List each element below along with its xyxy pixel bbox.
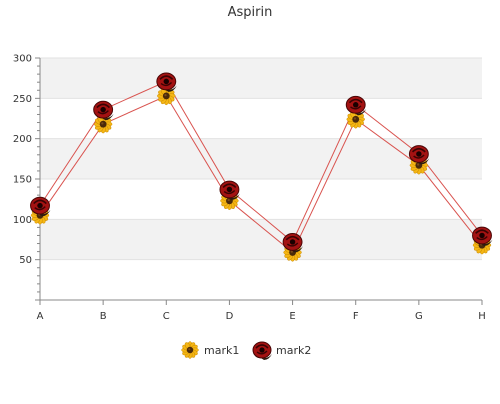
legend-label-mark2: mark2 [276,344,311,357]
x-tick-label: D [226,311,234,322]
grid-band [40,219,482,260]
point-mark2-D [219,180,240,200]
point-mark2-E [282,233,304,253]
point-mark1-C [157,86,176,106]
legend-label-mark1: mark1 [204,344,239,357]
series-line-mark2 [39,80,483,243]
legend: mark1 mark2 [181,341,311,360]
gridlines [40,57,482,261]
y-tick-label: 50 [19,255,32,266]
point-mark2-C [156,72,177,92]
point-mark1-F [346,110,365,129]
legend-rose-icon [252,341,272,360]
x-tick-label: C [163,311,170,322]
x-tick-label: G [415,311,423,322]
y-tick-label: 200 [13,134,32,145]
chart-title: Aspirin [227,5,273,20]
legend-sunflower-icon [181,341,199,359]
point-mark1-B [93,114,113,134]
series-line-mark1 [39,95,483,254]
x-tick-label: B [100,311,107,322]
y-tick-label: 250 [13,94,32,105]
x-tick-label: F [353,311,359,322]
point-mark2-G [408,145,430,165]
point-mark1-G [409,156,429,175]
x-tick-label: A [37,311,44,322]
point-mark2-F [345,95,367,116]
y-tick-label: 150 [13,175,32,186]
series-markers-mark2 [30,72,493,253]
point-mark2-H [472,226,493,246]
y-tick-label: 300 [13,54,32,65]
x-ticks: A B C D E F G H [37,300,486,322]
y-ticks: 50 100 150 200 250 300 [13,54,40,301]
x-tick-label: H [478,311,486,322]
y-tick-label: 100 [13,215,32,226]
point-mark2-A [30,196,51,217]
point-mark2-B [93,100,114,121]
grid-band [40,58,482,99]
x-tick-label: E [289,311,295,322]
